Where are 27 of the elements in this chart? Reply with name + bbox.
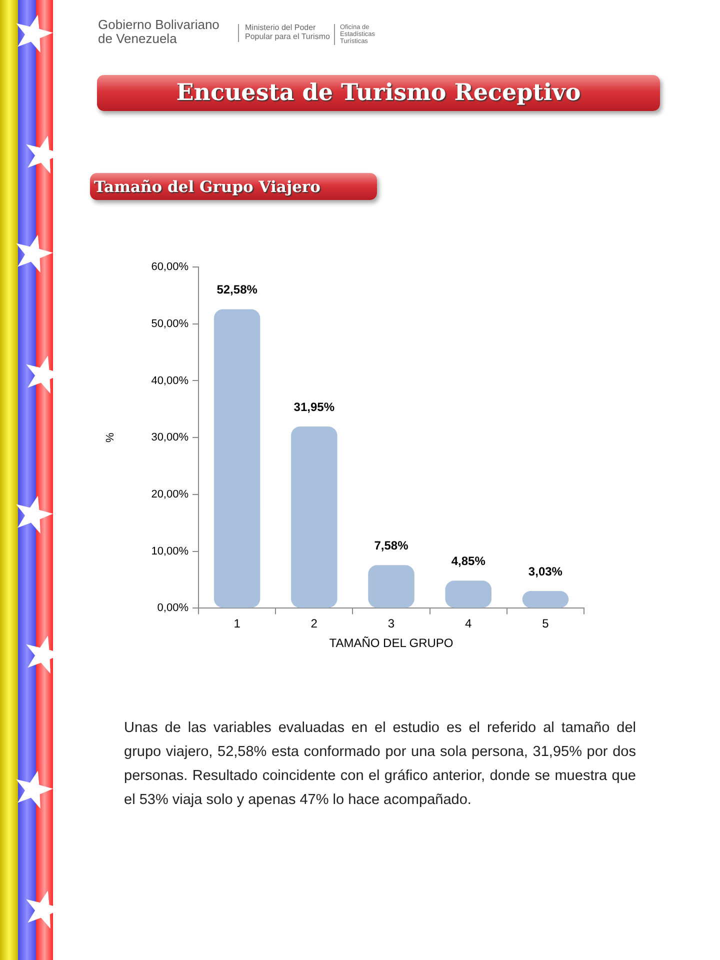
y-tick-label: 0,00% xyxy=(157,602,189,614)
data-label: 4,85% xyxy=(451,554,486,568)
bar xyxy=(214,309,260,608)
data-label: 7,58% xyxy=(374,538,409,552)
y-tick-label: 30,00% xyxy=(151,432,189,444)
text: Unas de las variables evaluadas en el estudio es el referido al tamaño del grupo viajero, 52,58% esta conformado por una sola persona, 31,95% por dos personas. Resultado coincidente con el gráfico anterior, donde se muestra que el 53% viaja solo y apenas 47% lo hace acompañado. xyxy=(124,719,636,810)
x-tick-label: 4 xyxy=(465,616,472,631)
text: Gobierno Bolivariano de Venezuela xyxy=(98,17,220,47)
y-axis-title: % xyxy=(104,432,117,442)
x-tick-label: 3 xyxy=(388,616,395,631)
y-tick-label: 60,00% xyxy=(151,261,189,274)
y-tick-label: 40,00% xyxy=(151,374,189,387)
x-tick-label: 5 xyxy=(542,616,550,631)
bar xyxy=(445,580,492,608)
x-axis-title: TAMAÑO DEL GRUPO xyxy=(329,636,454,650)
data-label: 3,03% xyxy=(528,564,563,578)
bar xyxy=(291,426,338,608)
chart-subtitle: Tamaño del Grupo Viajero xyxy=(93,176,320,197)
x-tick-label: 1 xyxy=(234,616,241,631)
x-tick-label: 2 xyxy=(310,616,318,631)
data-label: 31,95% xyxy=(294,400,335,414)
bar xyxy=(368,565,414,608)
data-label: 52,58% xyxy=(216,282,258,297)
y-tick-label: 50,00% xyxy=(151,318,189,330)
y-tick-label: 20,00% xyxy=(151,488,189,500)
y-tick-label: 10,00% xyxy=(151,545,189,558)
text: Ministerio del Poder Popular para el Turismo xyxy=(238,23,335,42)
